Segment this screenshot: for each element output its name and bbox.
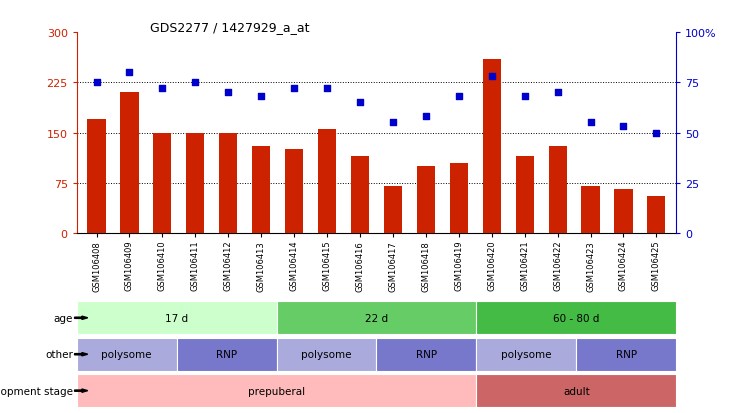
Point <box>486 74 498 81</box>
Point <box>354 100 366 107</box>
Bar <box>477 374 676 407</box>
Bar <box>477 301 676 335</box>
Point <box>156 86 168 93</box>
Text: adult: adult <box>563 386 590 396</box>
Text: development stage: development stage <box>0 386 73 396</box>
Text: age: age <box>53 313 73 323</box>
Text: GDS2277 / 1427929_a_at: GDS2277 / 1427929_a_at <box>150 21 309 33</box>
Point <box>91 80 102 86</box>
Bar <box>548 147 567 233</box>
Text: polysome: polysome <box>102 349 152 359</box>
Bar <box>88 120 105 233</box>
Point <box>618 124 629 131</box>
Point <box>222 90 234 96</box>
Bar <box>482 60 501 233</box>
Point <box>585 120 596 126</box>
Point <box>651 130 662 136</box>
Bar <box>648 197 665 233</box>
Point <box>189 80 201 86</box>
Bar <box>276 301 477 335</box>
Point <box>453 94 465 100</box>
Bar <box>615 190 632 233</box>
Text: RNP: RNP <box>416 349 437 359</box>
Point <box>387 120 399 126</box>
Bar <box>186 133 205 233</box>
Point <box>420 114 432 121</box>
Point <box>288 86 300 93</box>
Bar <box>276 338 376 371</box>
Bar <box>376 338 477 371</box>
Point <box>321 86 333 93</box>
Bar <box>515 157 534 233</box>
Text: other: other <box>45 349 73 359</box>
Bar <box>417 166 435 233</box>
Bar <box>576 338 676 371</box>
Bar <box>77 338 177 371</box>
Bar <box>77 301 276 335</box>
Text: 17 d: 17 d <box>165 313 188 323</box>
Bar <box>477 338 576 371</box>
Bar <box>154 133 172 233</box>
Text: prepuberal: prepuberal <box>248 386 305 396</box>
Bar <box>219 133 238 233</box>
Bar <box>121 93 138 233</box>
Bar <box>318 130 336 233</box>
Text: RNP: RNP <box>616 349 637 359</box>
Bar <box>351 157 369 233</box>
Text: 22 d: 22 d <box>365 313 388 323</box>
Bar <box>77 374 477 407</box>
Text: polysome: polysome <box>301 349 352 359</box>
Text: 60 - 80 d: 60 - 80 d <box>553 313 599 323</box>
Text: RNP: RNP <box>216 349 237 359</box>
Text: polysome: polysome <box>501 349 552 359</box>
Point <box>124 70 135 76</box>
Bar <box>581 187 599 233</box>
Point <box>255 94 267 100</box>
Point <box>519 94 531 100</box>
Bar <box>384 187 402 233</box>
Bar <box>252 147 270 233</box>
Bar <box>177 338 276 371</box>
Bar <box>285 150 303 233</box>
Point <box>552 90 564 96</box>
Bar <box>450 163 468 233</box>
